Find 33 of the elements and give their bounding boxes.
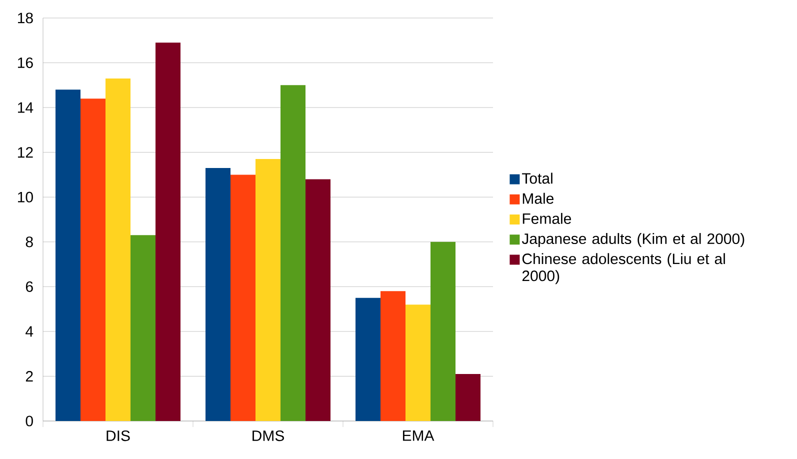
legend-label: Female: [522, 212, 572, 224]
y-tick-label: 4: [26, 326, 34, 337]
legend-label: Japanese adults (Kim et al 2000): [522, 233, 744, 248]
x-tick-label: EMA: [402, 430, 434, 441]
y-tick-label: 0: [26, 416, 33, 426]
y-tick-label: 12: [18, 147, 33, 158]
x-tick-label: DMS: [252, 430, 284, 442]
y-tick-label: 2: [26, 370, 33, 382]
bar: [280, 85, 306, 421]
legend-label: Chinese adolescents (Liu et al 2000): [522, 253, 725, 284]
bar: [206, 168, 230, 421]
bar: [230, 174, 256, 421]
y-tick-label: 14: [18, 102, 34, 113]
bar: [56, 90, 80, 421]
bar: [430, 242, 456, 421]
bar: [106, 78, 130, 421]
y-tick-label: 8: [26, 236, 33, 248]
bar: [306, 179, 331, 421]
bar: [380, 291, 406, 421]
y-tick-label: 6: [26, 281, 33, 292]
bar: [256, 159, 280, 421]
x-tick-label: DIS: [106, 430, 130, 442]
bar: [130, 235, 156, 421]
bar: [156, 42, 180, 421]
bar: [406, 304, 431, 421]
legend-label: Total: [522, 172, 552, 184]
y-tick-label: 16: [18, 57, 33, 68]
bar: [356, 298, 380, 421]
bar: [456, 374, 481, 421]
bar: [80, 98, 106, 421]
y-tick-label: 10: [18, 192, 33, 202]
y-tick-label: 18: [18, 12, 33, 24]
legend-label: Male: [522, 192, 554, 204]
